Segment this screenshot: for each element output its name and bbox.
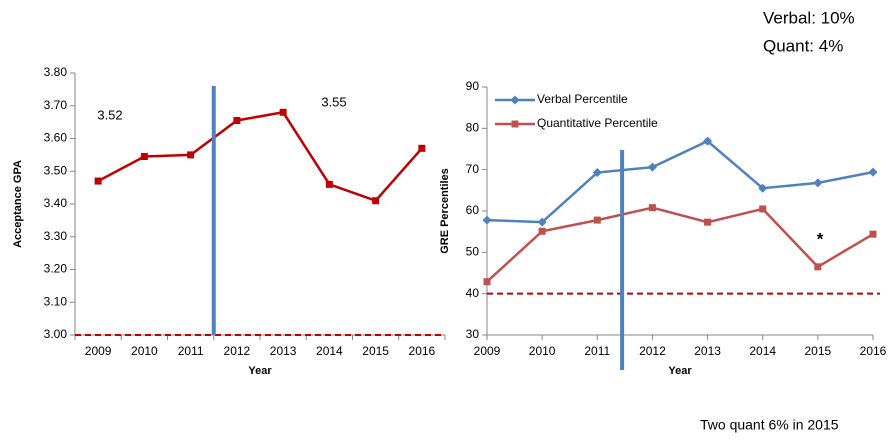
line bbox=[486, 206, 874, 283]
legend-label: Verbal Percentile bbox=[537, 92, 628, 106]
marker bbox=[868, 167, 878, 177]
x-tick-label: 2015 bbox=[362, 344, 389, 358]
line bbox=[486, 139, 874, 224]
x-tick-label: 2010 bbox=[131, 344, 158, 358]
y-tick-label: 70 bbox=[466, 162, 480, 176]
y-tick-label: 50 bbox=[466, 245, 480, 259]
marker bbox=[94, 177, 102, 185]
marker bbox=[813, 178, 823, 188]
x-tick-label: 2014 bbox=[749, 344, 776, 358]
x-tick-label: 2016 bbox=[860, 344, 887, 358]
marker bbox=[325, 180, 333, 188]
annotation: 3.55 bbox=[321, 94, 346, 109]
note: Two quant 6% in 2015 bbox=[700, 417, 839, 433]
marker bbox=[233, 116, 241, 124]
marker bbox=[759, 205, 767, 213]
marker bbox=[648, 204, 656, 212]
y-tick-label: 3.00 bbox=[44, 327, 68, 341]
y-tick-label: 60 bbox=[466, 203, 480, 217]
y-tick-label: 3.10 bbox=[44, 294, 68, 308]
marker bbox=[647, 162, 657, 172]
marker bbox=[187, 151, 195, 159]
x-tick-label: 2014 bbox=[316, 344, 343, 358]
x-axis-title: Year bbox=[668, 365, 692, 377]
x-tick-label: 2013 bbox=[270, 344, 297, 358]
legend-label: Quantitative Percentile bbox=[537, 116, 658, 130]
y-tick-label: 3.40 bbox=[44, 196, 68, 210]
marker bbox=[758, 183, 768, 193]
marker bbox=[814, 263, 822, 271]
marker bbox=[537, 217, 547, 227]
x-tick-label: 2009 bbox=[85, 344, 112, 358]
marker bbox=[372, 197, 380, 205]
y-tick-label: 3.20 bbox=[44, 262, 68, 276]
x-tick-label: 2015 bbox=[805, 344, 832, 358]
x-tick-label: 2011 bbox=[178, 344, 204, 358]
y-tick-label: 30 bbox=[466, 327, 480, 341]
marker bbox=[279, 108, 287, 116]
marker bbox=[703, 136, 713, 146]
marker bbox=[418, 144, 426, 152]
x-tick-label: 2013 bbox=[694, 344, 721, 358]
annotation: * bbox=[817, 229, 824, 248]
x-tick-label: 2012 bbox=[224, 344, 251, 358]
marker bbox=[704, 218, 712, 226]
marker bbox=[483, 278, 491, 286]
x-axis-title: Year bbox=[248, 365, 272, 377]
y-tick-label: 3.70 bbox=[44, 98, 68, 112]
y-tick-label: 40 bbox=[466, 286, 480, 300]
x-tick-label: 2010 bbox=[529, 344, 556, 358]
y-tick-label: 3.80 bbox=[44, 65, 68, 79]
marker bbox=[538, 227, 546, 235]
x-tick-label: 2016 bbox=[409, 344, 436, 358]
marker bbox=[592, 168, 602, 178]
line bbox=[97, 110, 423, 203]
x-tick-label: 2009 bbox=[474, 344, 501, 358]
marker bbox=[593, 216, 601, 224]
marker bbox=[511, 120, 519, 128]
marker bbox=[510, 95, 520, 105]
y-tick-label: 90 bbox=[466, 79, 480, 93]
marker bbox=[140, 153, 148, 161]
y-tick-label: 3.60 bbox=[44, 131, 68, 145]
y-tick-label: 3.30 bbox=[44, 229, 68, 243]
note: Verbal: 10% bbox=[763, 8, 855, 27]
marker bbox=[869, 230, 877, 238]
x-tick-label: 2012 bbox=[639, 344, 666, 358]
note: Quant: 4% bbox=[763, 36, 843, 55]
y-axis-title: Acceptance GPA bbox=[12, 160, 24, 248]
x-tick-label: 2011 bbox=[584, 344, 610, 358]
annotation: 3.52 bbox=[97, 107, 122, 122]
y-tick-label: 3.50 bbox=[44, 163, 68, 177]
marker bbox=[482, 215, 492, 225]
y-tick-label: 80 bbox=[466, 121, 480, 135]
y-axis-title: GRE Percentiles bbox=[439, 168, 451, 254]
